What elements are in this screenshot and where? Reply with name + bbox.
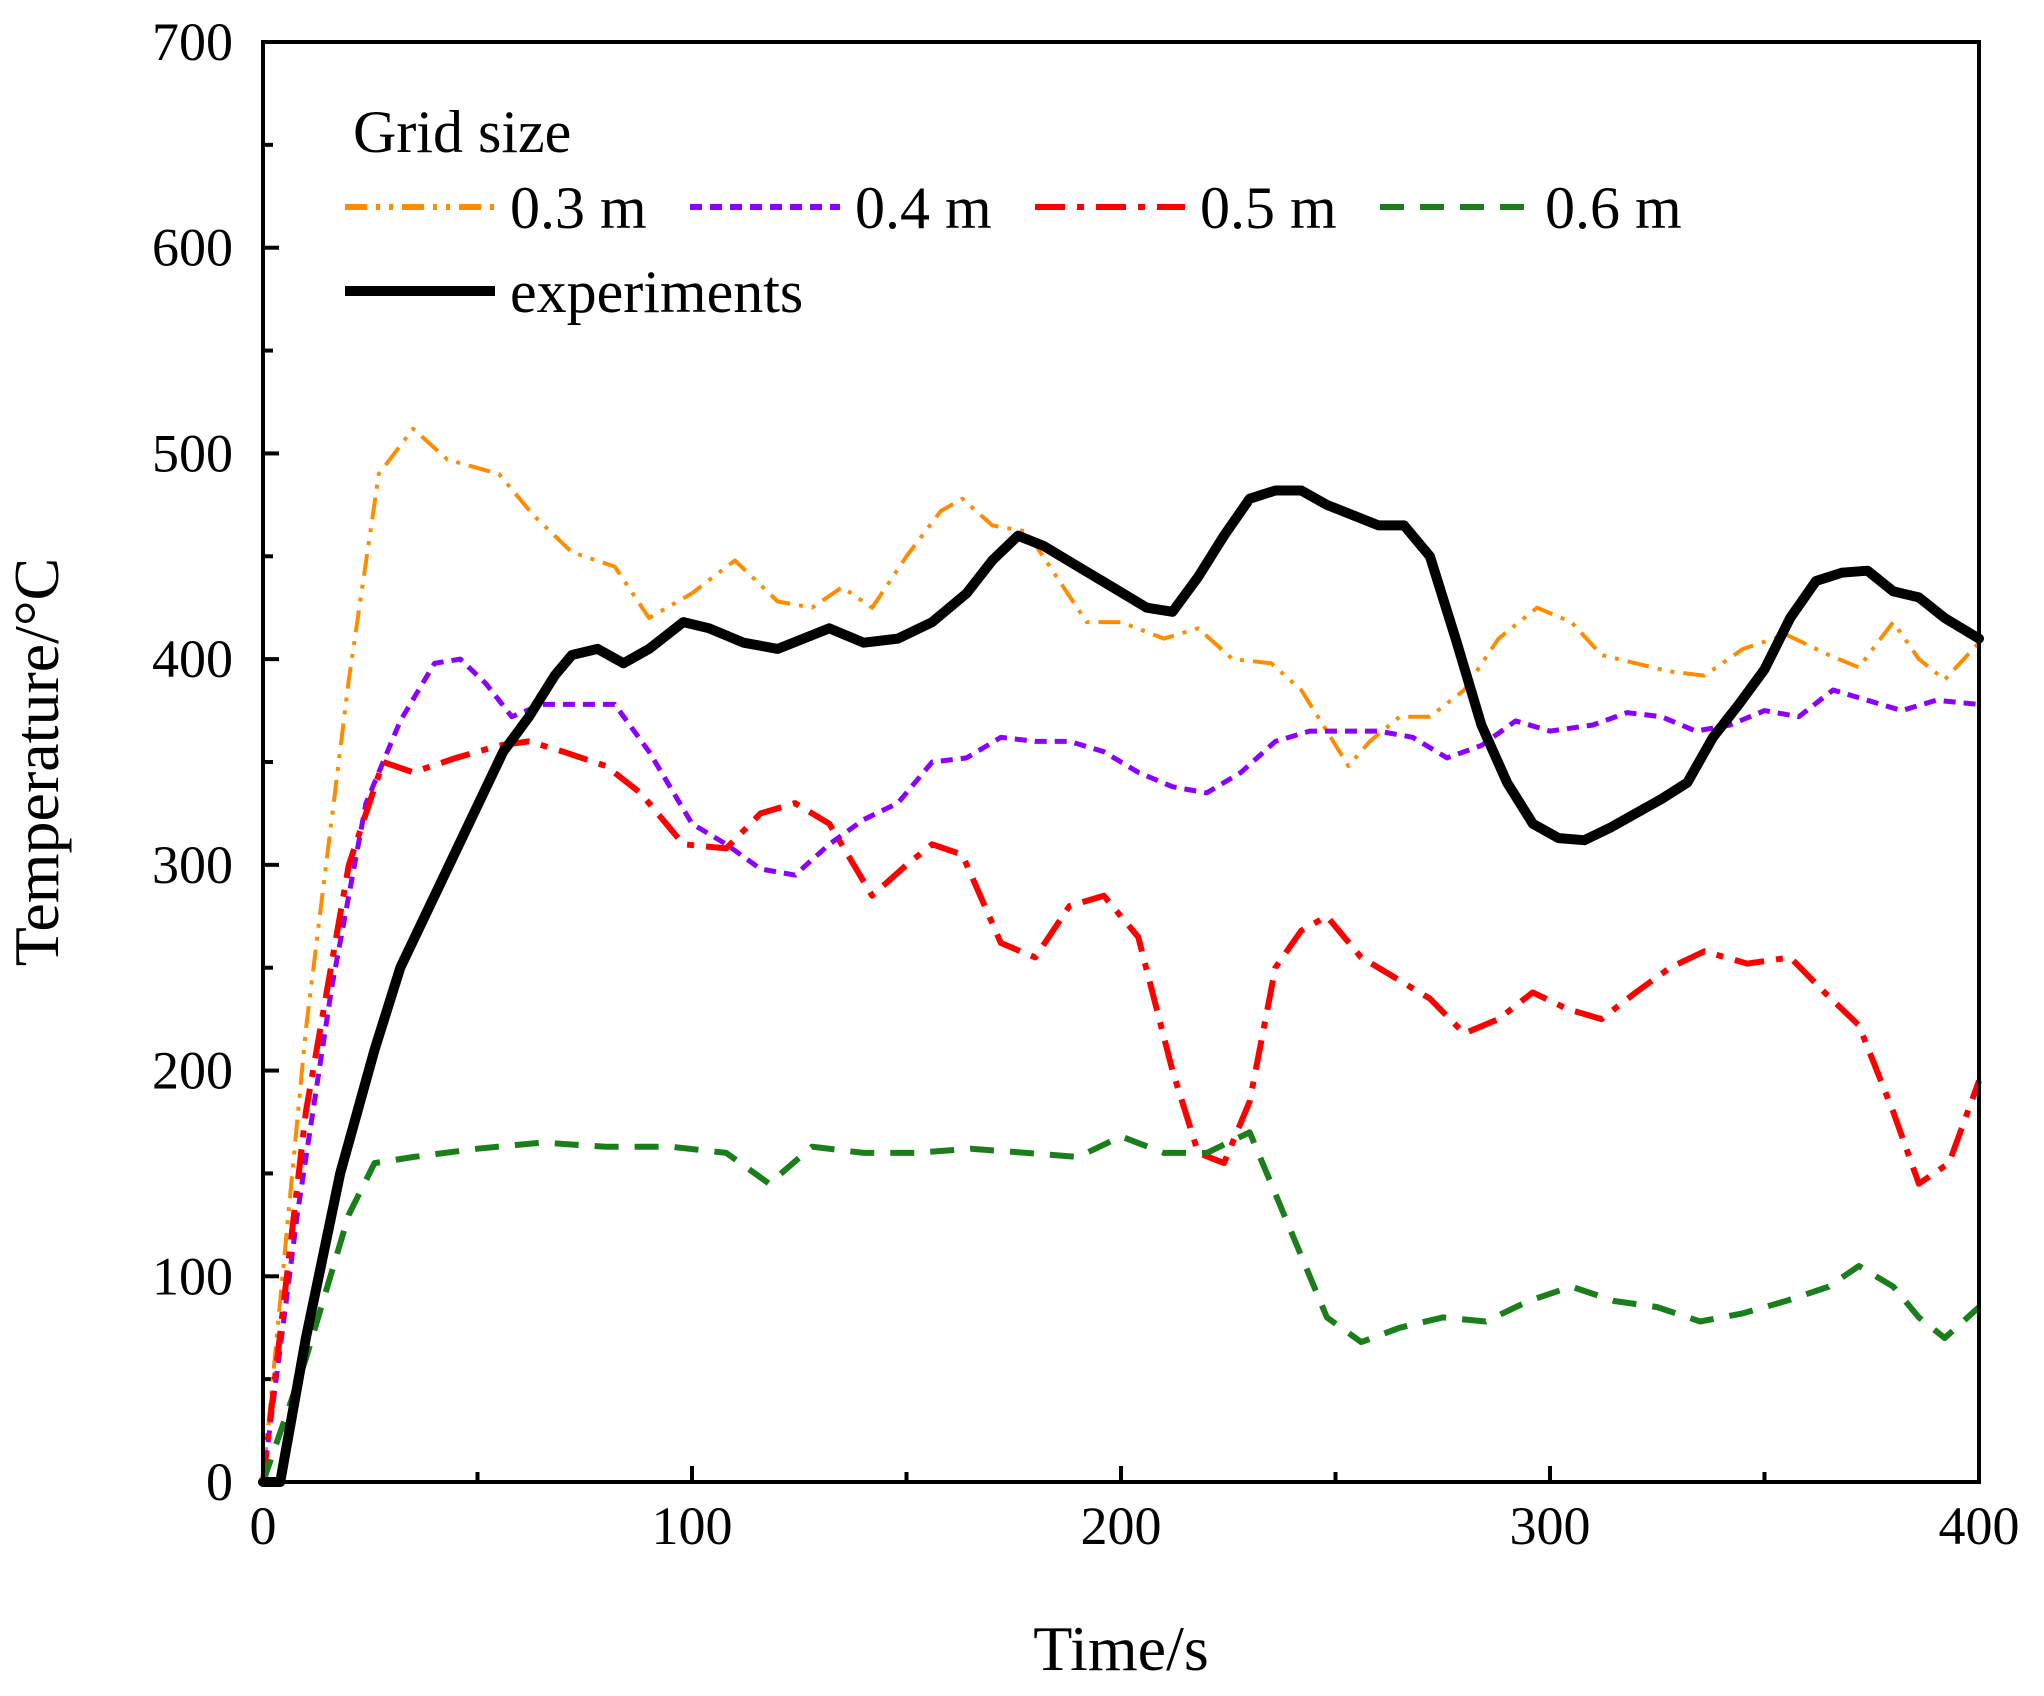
legend-title: Grid size (353, 99, 571, 165)
series-line-0-6-m (260, 1129, 1982, 1483)
legend-label-0-6m: 0.6 m (1545, 175, 1682, 241)
x-tick-label-0: 0 (250, 1496, 277, 1556)
series-line-0-5-m (260, 738, 1982, 1483)
plot-frame (261, 40, 1981, 1484)
y-tick-label-100: 100 (152, 1246, 233, 1306)
legend-label-experiments: experiments (510, 259, 803, 325)
series-line-0-4-m (260, 656, 1980, 1483)
legend-label-0-4m: 0.4 m (855, 175, 992, 241)
legend-label-0-3m: 0.3 m (510, 175, 647, 241)
series-line-0-3-m (261, 426, 1981, 1483)
series-layer (258, 426, 1984, 1487)
x-tick-label-100: 100 (652, 1496, 733, 1556)
legend-label-0-5m: 0.5 m (1200, 175, 1337, 241)
legend: Grid size 0.3 m 0.4 m 0.5 m 0.6 m experi… (345, 99, 1682, 325)
y-tick-label-500: 500 (152, 423, 233, 483)
x-axis-title: Time/s (1033, 1613, 1209, 1684)
y-tick-label-200: 200 (152, 1041, 233, 1101)
x-tick-label-200: 200 (1081, 1496, 1162, 1556)
y-tick-label-600: 600 (152, 218, 233, 278)
y-tick-label-0: 0 (206, 1452, 233, 1512)
x-tick-label-400: 400 (1939, 1496, 2020, 1556)
y-tick-label-400: 400 (152, 629, 233, 689)
y-tick-label-300: 300 (152, 835, 233, 895)
series-line-experiments (258, 485, 1984, 1487)
x-tick-label-300: 300 (1510, 1496, 1591, 1556)
y-axis-title: Temperature/°C (1, 558, 72, 967)
y-tick-label-700: 700 (152, 12, 233, 72)
tick-labels: 0 100 200 300 400 0 100 200 300 400 500 600 700 (152, 12, 2020, 1556)
